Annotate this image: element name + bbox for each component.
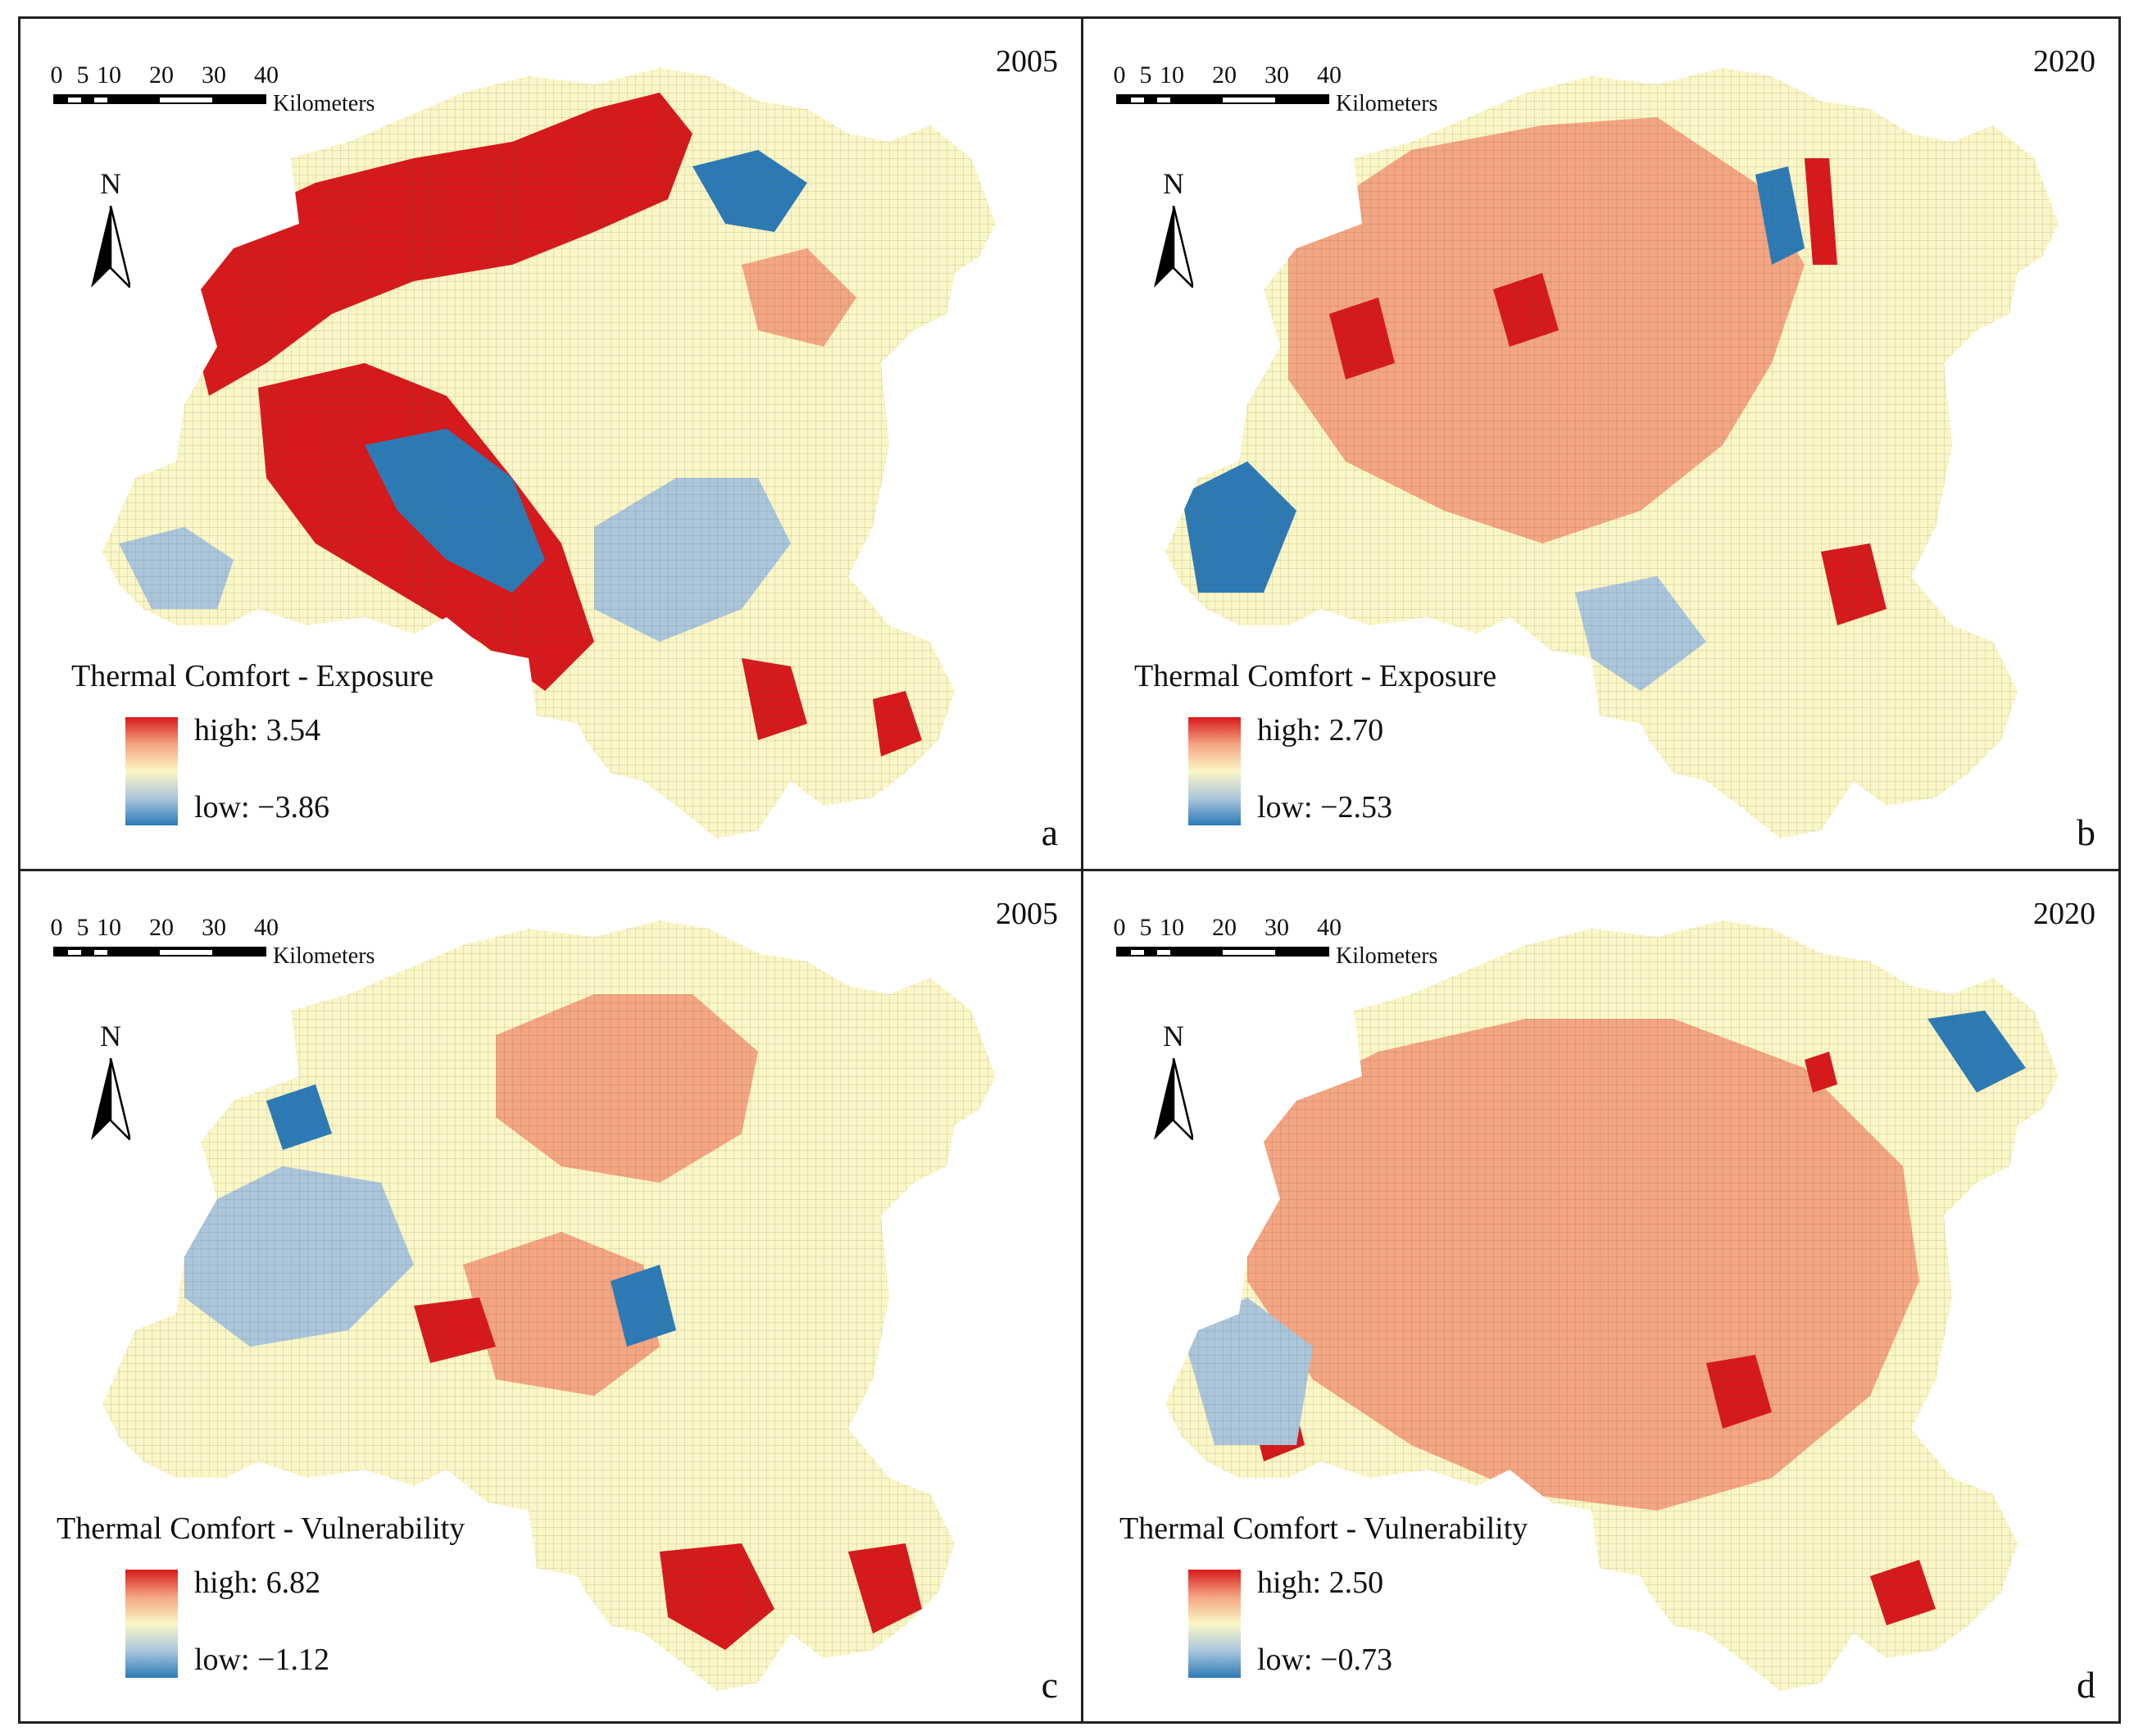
north-arrow-icon [91,1058,130,1140]
panel-letter: c [1041,1664,1058,1706]
panel-b: 2020 b 0 5 10 20 30 40 Kilometers N Ther… [1083,19,2118,871]
north-arrow-icon [1154,1058,1193,1140]
scale-unit: Kilometers [273,91,375,116]
panel-letter: a [1041,811,1058,853]
legend-high-label: high: 3.54 [194,713,321,748]
north-arrow-icon [1154,206,1193,288]
scale-bar: 0 5 10 20 30 40 Kilometers [1113,914,1438,971]
legend-color-ramp [125,1570,178,1678]
scale-tick-10: 10 [97,61,121,89]
map-exposure-2020 [1165,68,2059,838]
scale-bar: 0 5 10 20 30 40 Kilometers [50,914,375,971]
scale-tick-0: 0 [1113,61,1126,89]
year-label: 2005 [996,44,1058,79]
legend: Thermal Comfort - Vulnerability high: 6.… [57,1511,548,1707]
legend-high-label: high: 2.50 [1257,1566,1384,1600]
north-label: N [1163,1020,1184,1052]
legend-color-ramp [125,717,178,825]
north-arrow: N [1141,166,1206,298]
scale-tick-20: 20 [1212,914,1237,941]
legend-title: Thermal Comfort - Exposure [1134,659,1497,693]
scale-tick-0: 0 [50,914,63,941]
north-arrow: N [1141,1019,1206,1150]
legend-color-ramp [1188,717,1241,825]
scale-tick-40: 40 [254,61,279,89]
legend-low-label: low: −3.86 [194,790,329,825]
legend-title: Thermal Comfort - Vulnerability [1119,1511,1528,1546]
scale-tick-0: 0 [50,61,63,89]
scale-unit: Kilometers [1336,91,1438,116]
panel-letter: d [2077,1664,2095,1706]
scale-tick-40: 40 [1317,61,1342,89]
legend-low-label: low: −0.73 [1257,1643,1392,1677]
legend-title: Thermal Comfort - Vulnerability [57,1511,465,1546]
north-label: N [1163,167,1184,200]
scale-bar: 0 5 10 20 30 40 Kilometers [1113,61,1438,119]
scale-tick-5: 5 [1139,914,1152,941]
legend: Thermal Comfort - Exposure high: 3.54 lo… [71,658,563,855]
scale-bar-graphic [1116,94,1329,104]
panel-c: 2005 c 0 5 10 20 30 40 Kilometers N Ther… [20,871,1083,1721]
scale-bar: 0 5 10 20 30 40 Kilometers [50,61,375,119]
scale-tick-0: 0 [1113,914,1126,941]
scale-bar-graphic [53,947,266,957]
panel-a: 2005 a 0 5 10 20 30 40 Kilometers N Ther… [20,19,1083,871]
scale-tick-30: 30 [1265,61,1289,89]
year-label: 2020 [2033,44,2095,79]
scale-tick-30: 30 [1265,914,1289,941]
scale-tick-5: 5 [76,61,89,89]
scale-tick-5: 5 [76,914,89,941]
scale-bar-graphic [53,94,266,104]
legend-high-label: high: 2.70 [1257,713,1384,748]
legend: Thermal Comfort - Vulnerability high: 2.… [1119,1511,1611,1707]
legend: Thermal Comfort - Exposure high: 2.70 lo… [1134,658,1626,855]
map-vulnerability-2020 [1165,920,2059,1691]
scale-tick-30: 30 [202,61,226,89]
scale-tick-30: 30 [202,914,226,941]
scale-bar-graphic [1116,947,1329,957]
panel-d: 2020 d 0 5 10 20 30 40 Kilometers N Ther… [1083,871,2118,1721]
scale-tick-20: 20 [149,914,174,941]
map-vulnerability-2005 [102,920,996,1691]
figure-frame: 2005 a 0 5 10 20 30 40 Kilometers N Ther… [18,16,2121,1724]
scale-tick-20: 20 [149,61,174,89]
scale-unit: Kilometers [273,943,375,969]
north-arrow: N [78,1019,143,1150]
legend-low-label: low: −1.12 [194,1643,329,1677]
scale-tick-10: 10 [1160,61,1184,89]
year-label: 2020 [2033,897,2095,931]
panel-letter: b [2077,811,2095,853]
year-label: 2005 [996,897,1058,931]
legend-low-label: low: −2.53 [1257,790,1392,825]
scale-tick-10: 10 [1160,914,1184,941]
north-arrow: N [78,166,143,298]
scale-tick-40: 40 [254,914,279,941]
map-exposure-2005 [102,68,996,838]
north-label: N [100,1020,121,1052]
legend-color-ramp [1188,1570,1241,1678]
scale-tick-5: 5 [1139,61,1152,89]
scale-tick-10: 10 [97,914,121,941]
scale-tick-40: 40 [1317,914,1342,941]
north-label: N [100,167,121,200]
legend-title: Thermal Comfort - Exposure [71,659,434,693]
scale-tick-20: 20 [1212,61,1237,89]
scale-unit: Kilometers [1336,943,1438,969]
north-arrow-icon [91,206,130,288]
legend-high-label: high: 6.82 [194,1566,321,1600]
